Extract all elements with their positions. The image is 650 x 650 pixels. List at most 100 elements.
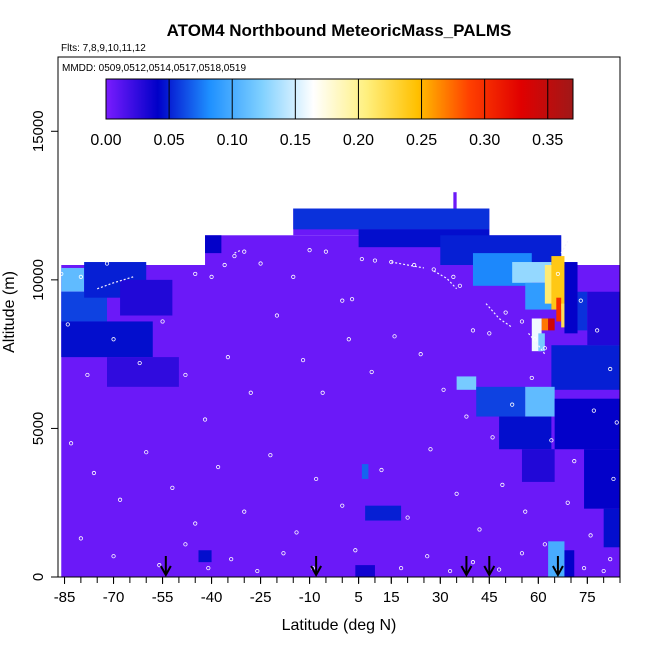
flight-path <box>433 270 458 290</box>
heatmap-cell <box>556 297 562 322</box>
sample-point <box>127 251 132 256</box>
sample-point <box>78 274 83 279</box>
sample-point <box>144 450 149 455</box>
heatmap-cell <box>120 279 173 316</box>
heatmap-cell <box>603 508 620 548</box>
sample-point <box>451 274 456 279</box>
colorbar: 0.00 0.05 0.10 0.15 0.20 0.25 0.30 0.35 <box>90 78 574 149</box>
flight-path <box>528 332 546 355</box>
colorbar-tick-label: 0.05 <box>154 132 185 149</box>
sample-point <box>591 408 596 413</box>
sample-point <box>428 447 433 452</box>
sample-point <box>568 248 574 253</box>
sample-point <box>431 267 436 272</box>
heatmap-cell <box>61 267 85 292</box>
heatmap-cell <box>107 357 179 387</box>
colorbar-tick-label: 0.35 <box>532 132 563 149</box>
heatmap-cell <box>198 550 212 563</box>
x-tick-label: 5 <box>354 589 362 606</box>
x-tick-label: 45 <box>481 589 498 606</box>
sample-point <box>91 470 97 476</box>
flight-path <box>391 261 425 269</box>
sample-point <box>144 249 149 254</box>
sample-point <box>307 248 312 253</box>
sample-point <box>369 369 374 375</box>
sample-point <box>510 402 515 407</box>
sample-point <box>389 259 394 265</box>
sample-point <box>441 387 446 392</box>
sample-point <box>268 453 273 458</box>
x-tick-label: -10 <box>299 589 321 606</box>
heatmap-cell <box>521 449 555 482</box>
sample-point <box>595 328 600 333</box>
sample-point <box>225 355 231 360</box>
sample-point <box>183 542 188 547</box>
sample-point <box>398 565 404 571</box>
sample-point <box>78 536 83 541</box>
sample-point <box>160 319 165 324</box>
x-tick-label: -40 <box>201 589 223 606</box>
flight-arrow-marker <box>159 556 172 578</box>
plot-frame <box>57 56 621 578</box>
sample-point <box>242 249 247 254</box>
sample-point <box>372 258 378 263</box>
colorbar-tick-label: 0.30 <box>469 132 500 149</box>
sample-point <box>549 438 554 443</box>
axes: -85 -70 -55 -40 -25 -10 5 15 30 45 60 75 0 5000 10000 1… <box>30 56 621 606</box>
heatmap-cell <box>577 291 588 331</box>
sample-point <box>222 262 227 268</box>
colorbar-tick-label: 0.10 <box>217 132 248 149</box>
sample-point <box>183 372 188 378</box>
sample-point <box>232 253 237 259</box>
heatmap-cell <box>548 541 565 577</box>
sample-point <box>291 274 296 279</box>
sample-point <box>379 467 384 473</box>
heatmap-cell <box>61 321 153 358</box>
sample-point <box>565 500 570 505</box>
heatmap-cell <box>551 345 620 390</box>
sample-point <box>323 249 329 254</box>
sample-point <box>477 527 482 532</box>
heatmap-cell <box>355 565 375 577</box>
sample-point <box>193 521 198 526</box>
x-tick-label: 15 <box>383 589 400 606</box>
sample-point <box>503 310 508 315</box>
sample-point <box>614 420 619 425</box>
colorbar-tick-label: 0.25 <box>406 132 437 149</box>
sample-point <box>68 441 74 446</box>
heatmap-cell <box>205 235 222 254</box>
flight-arrow-marker <box>552 556 564 578</box>
sample-point <box>555 271 561 277</box>
y-tick-label: 15000 <box>30 110 47 152</box>
sample-point <box>314 476 319 482</box>
heatmap-cell <box>548 318 555 331</box>
sample-point <box>497 567 502 572</box>
sample-point <box>447 568 453 574</box>
sample-point <box>529 375 534 381</box>
heatmap-cell <box>361 464 369 479</box>
heatmap-cell <box>541 318 549 331</box>
sample-point <box>206 565 211 571</box>
chart-title: ATOM4 Northbound MeteoricMass_PALMS <box>167 21 512 40</box>
heatmap-cell <box>587 291 620 346</box>
sample-point <box>601 568 606 574</box>
sample-point <box>464 414 469 419</box>
sample-point <box>340 298 345 303</box>
sample-point <box>176 249 181 254</box>
sample-point <box>281 551 286 556</box>
sample-point <box>542 346 547 351</box>
sample-point <box>542 542 547 547</box>
sample-point <box>202 417 208 422</box>
heatmap-cell <box>476 386 526 417</box>
sample-point <box>258 261 263 266</box>
x-tick-label: 60 <box>530 589 547 606</box>
heatmap-cell <box>564 550 575 577</box>
x-tick-label: 75 <box>579 589 596 606</box>
heatmap-cell <box>512 262 552 283</box>
y-tick-label: 10000 <box>30 259 47 301</box>
sample-point <box>519 551 525 556</box>
plot-area <box>59 192 620 578</box>
sample-point <box>562 251 567 256</box>
sample-point <box>274 224 280 229</box>
sample-point <box>150 248 155 253</box>
